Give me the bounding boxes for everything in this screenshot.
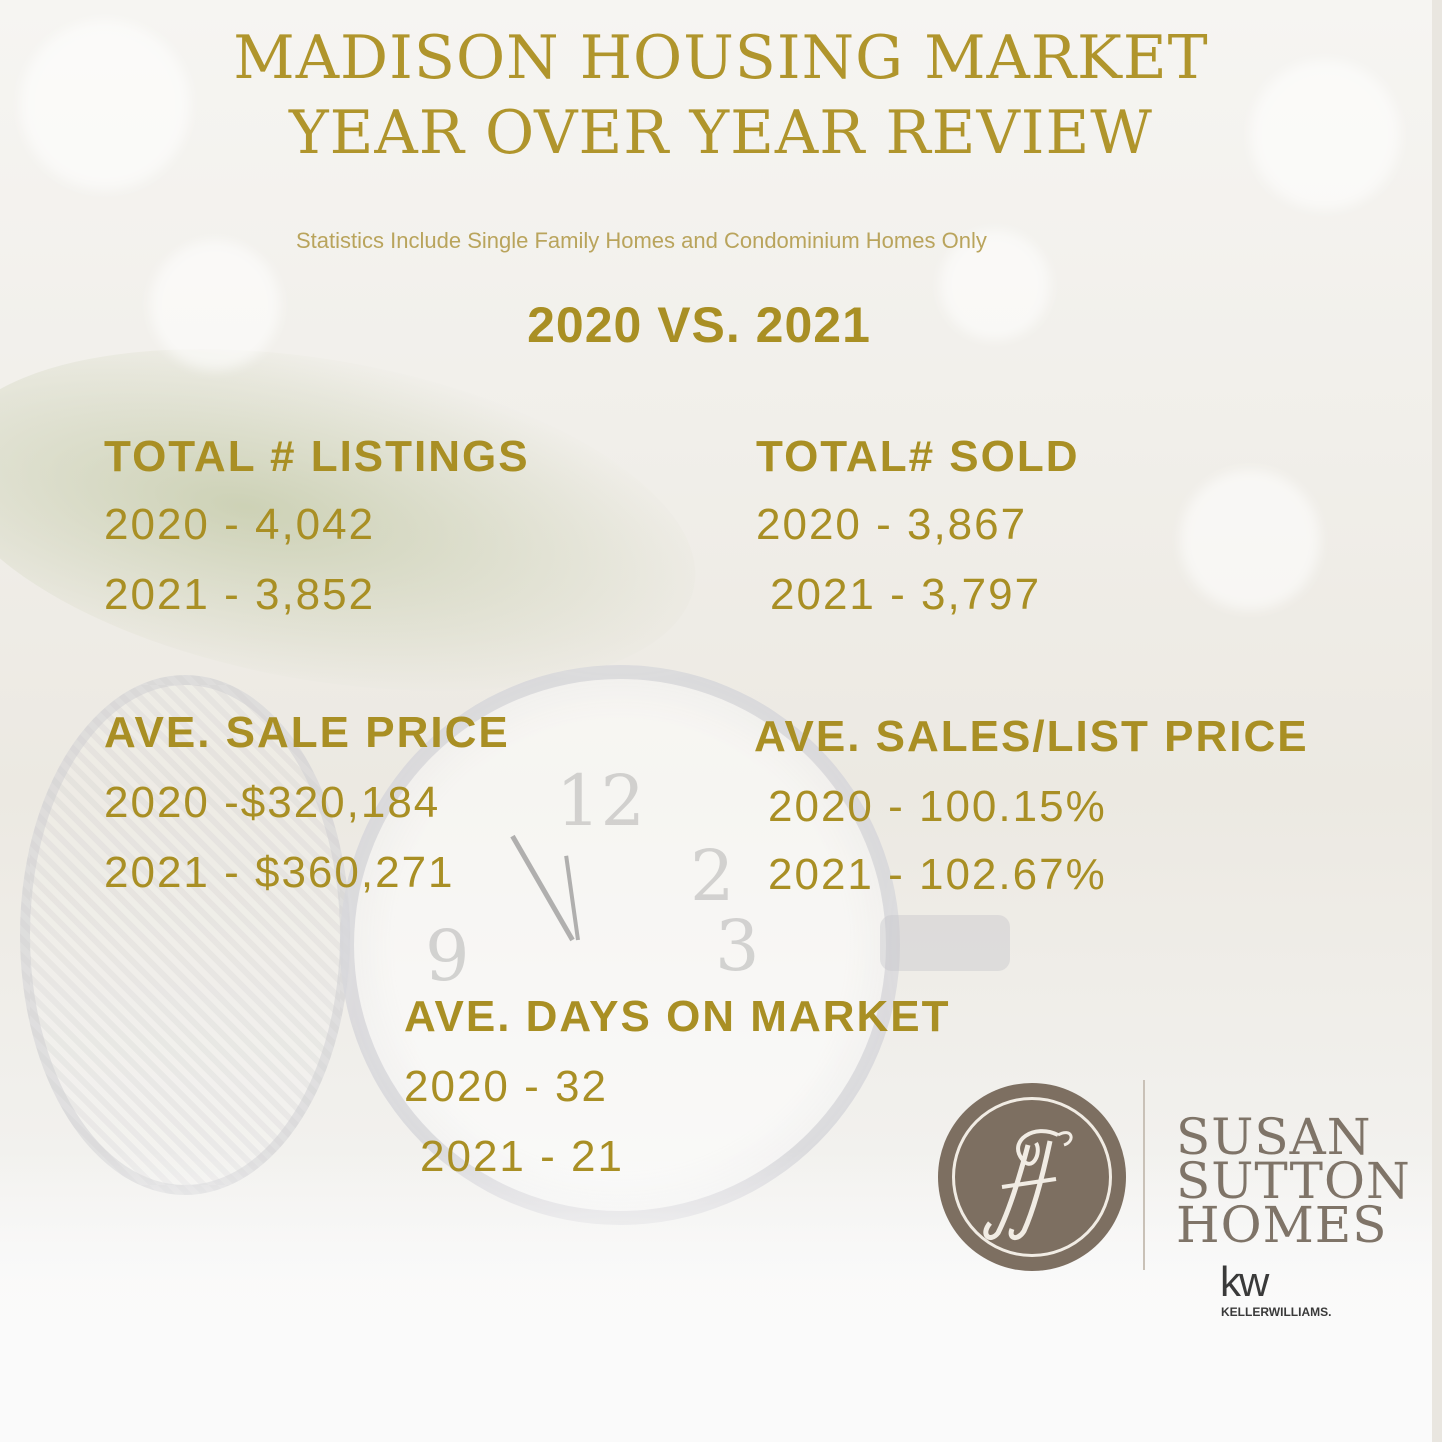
keller-williams-mark: kw: [1220, 1258, 1269, 1305]
days-2021: 2021 - 21: [420, 1132, 624, 1181]
days-2020: 2020 - 32: [404, 1062, 608, 1111]
brand-name-line-1: SUSAN: [1176, 1108, 1372, 1166]
sold-title: TOTAL# SOLD: [756, 432, 1080, 481]
brand-logo-ring: [952, 1097, 1112, 1257]
brand-name-line-2: SUTTON: [1176, 1152, 1411, 1210]
sold-2020: 2020 - 3,867: [756, 500, 1028, 549]
brand-name-line-3: HOMES: [1176, 1196, 1388, 1254]
bokeh-light: [1250, 60, 1400, 210]
sold-2021: 2021 - 3,797: [770, 570, 1042, 619]
days-title: AVE. DAYS ON MARKET: [404, 992, 951, 1041]
sale-price-2020: 2020 -$320,184: [104, 778, 441, 827]
pocket-watch-crown: [880, 915, 1010, 971]
bokeh-light: [1180, 470, 1320, 610]
sales-list-2021: 2021 - 102.67%: [768, 850, 1107, 899]
bokeh-light: [940, 230, 1050, 340]
keller-williams-name: KELLERWILLIAMS.: [1221, 1305, 1332, 1319]
pocket-watch-lid: [20, 675, 350, 1195]
sales-list-title: AVE. SALES/LIST PRICE: [754, 712, 1309, 761]
watch-numeral: 3: [715, 905, 760, 987]
listings-2020: 2020 - 4,042: [104, 500, 376, 549]
listings-2021: 2021 - 3,852: [104, 570, 376, 619]
listings-title: TOTAL # LISTINGS: [104, 432, 530, 481]
logo-divider: [1143, 1080, 1145, 1270]
watch-numeral: 9: [425, 915, 470, 997]
bottom-fade: [0, 1150, 1442, 1442]
subtitle: Statistics Include Single Family Homes a…: [296, 228, 987, 253]
watch-numeral: 12: [556, 760, 646, 842]
sales-list-2020: 2020 - 100.15%: [768, 782, 1107, 831]
sale-price-2021: 2021 - $360,271: [104, 848, 455, 897]
right-edge-strip: [1432, 0, 1442, 1442]
comparison-heading: 2020 VS. 2021: [527, 297, 871, 353]
bokeh-light: [20, 20, 190, 190]
watch-numeral: 2: [690, 835, 735, 917]
title-line-1: MADISON HOUSING MARKET: [233, 23, 1209, 93]
title-line-2: YEAR OVER YEAR REVIEW: [289, 98, 1153, 168]
sale-price-title: AVE. SALE PRICE: [104, 708, 510, 757]
brand-monogram-icon: [983, 1129, 1073, 1240]
bokeh-light: [150, 240, 280, 370]
